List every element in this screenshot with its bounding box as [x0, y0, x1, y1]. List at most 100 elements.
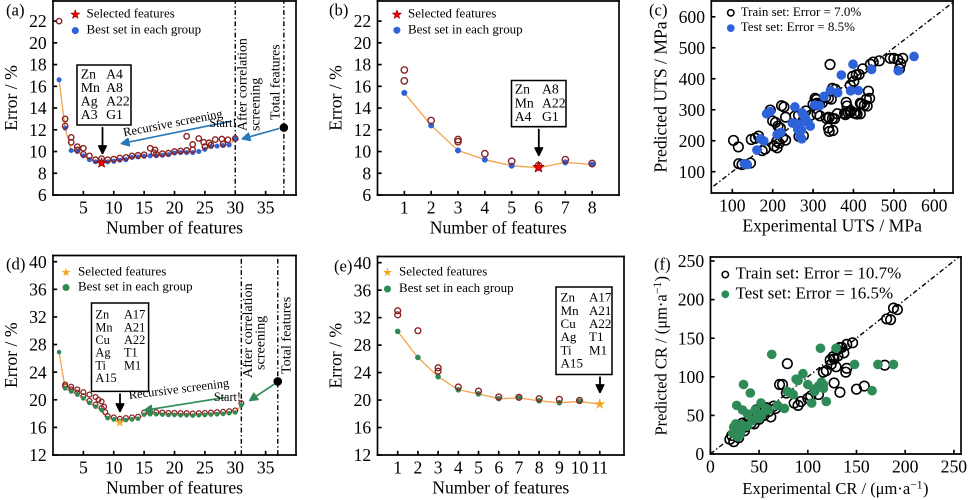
svg-text:Mn: Mn — [515, 95, 534, 110]
svg-text:15: 15 — [135, 457, 153, 477]
svg-text:50: 50 — [687, 406, 705, 426]
svg-text:(a): (a) — [6, 1, 25, 20]
svg-text:100: 100 — [719, 195, 746, 215]
svg-text:15: 15 — [135, 197, 153, 217]
svg-text:32: 32 — [354, 308, 372, 328]
svg-text:(c): (c) — [649, 1, 668, 20]
svg-text:500: 500 — [679, 38, 706, 58]
svg-text:Ti: Ti — [95, 358, 106, 372]
svg-text:Selected features: Selected features — [408, 6, 496, 21]
svg-text:A21: A21 — [589, 303, 611, 318]
svg-text:16: 16 — [29, 418, 47, 438]
svg-text:Train set: Error = 7.0%: Train set: Error = 7.0% — [741, 4, 862, 19]
svg-text:Error / %: Error / % — [326, 323, 346, 389]
svg-text:Best set in each group: Best set in each group — [87, 22, 202, 37]
svg-text:400: 400 — [679, 69, 706, 89]
svg-text:22: 22 — [354, 11, 372, 31]
svg-text:Mn: Mn — [81, 80, 100, 95]
svg-text:600: 600 — [921, 195, 948, 215]
svg-text:9: 9 — [555, 457, 564, 477]
svg-text:Error / %: Error / % — [1, 65, 21, 131]
svg-text:36: 36 — [354, 280, 372, 300]
svg-text:(f): (f) — [654, 255, 671, 274]
svg-text:A4: A4 — [106, 67, 123, 82]
svg-text:40: 40 — [354, 253, 372, 273]
svg-text:6: 6 — [534, 197, 543, 217]
svg-text:(d): (d) — [6, 255, 25, 274]
svg-text:10: 10 — [29, 142, 47, 162]
svg-text:P r e d: P r e d i c t e d C R / ( μ m · a ) − 1 — [641, 270, 671, 435]
svg-text:20: 20 — [29, 33, 47, 53]
svg-text:50: 50 — [750, 456, 768, 476]
svg-text:28: 28 — [354, 335, 372, 355]
svg-text:Selected features: Selected features — [87, 6, 175, 21]
svg-text:10: 10 — [105, 197, 123, 217]
svg-text:28: 28 — [29, 335, 47, 355]
svg-text:36: 36 — [29, 279, 47, 299]
svg-text:Ag: Ag — [95, 346, 110, 360]
svg-text:A8: A8 — [542, 82, 559, 97]
svg-text:Cu: Cu — [95, 333, 109, 347]
svg-text:Zn: Zn — [95, 308, 109, 322]
svg-text:40: 40 — [29, 252, 47, 272]
svg-text:200: 200 — [678, 290, 705, 310]
svg-text:250: 250 — [941, 456, 968, 476]
svg-text:M1: M1 — [589, 342, 607, 357]
svg-text:600: 600 — [679, 7, 706, 27]
svg-text:6: 6 — [362, 185, 371, 205]
svg-text:24: 24 — [29, 362, 47, 382]
svg-text:8: 8 — [362, 163, 371, 183]
svg-text:Mn: Mn — [95, 320, 112, 334]
svg-text:G1: G1 — [542, 109, 559, 124]
svg-text:150: 150 — [843, 456, 870, 476]
svg-text:14: 14 — [29, 98, 47, 118]
svg-text:3: 3 — [434, 457, 443, 477]
svg-text:8: 8 — [588, 197, 597, 217]
svg-text:Best set in each group: Best set in each group — [78, 279, 193, 294]
svg-text:A17: A17 — [124, 308, 145, 322]
svg-text:A22: A22 — [589, 316, 611, 331]
svg-text:18: 18 — [29, 55, 47, 75]
svg-text:20: 20 — [166, 197, 184, 217]
svg-text:2: 2 — [427, 197, 436, 217]
svg-text:3: 3 — [454, 197, 463, 217]
svg-text:A4: A4 — [515, 109, 532, 124]
svg-text:A22: A22 — [124, 333, 145, 347]
svg-text:Ag: Ag — [561, 329, 577, 344]
svg-text:Zn: Zn — [561, 290, 576, 305]
svg-text:Number of features: Number of features — [430, 218, 567, 238]
svg-text:500: 500 — [881, 195, 908, 215]
svg-text:Mn: Mn — [561, 303, 580, 318]
svg-text:300: 300 — [679, 100, 706, 120]
svg-text:T1: T1 — [124, 346, 138, 360]
svg-text:Total features: Total features — [268, 44, 283, 120]
svg-text:A22: A22 — [106, 93, 130, 108]
svg-text:7: 7 — [561, 197, 570, 217]
svg-text:200: 200 — [759, 195, 786, 215]
svg-text:20: 20 — [354, 390, 372, 410]
svg-text:30: 30 — [226, 457, 244, 477]
svg-text:screening: screening — [252, 316, 268, 370]
svg-text:4: 4 — [480, 197, 489, 217]
svg-text:30: 30 — [226, 197, 244, 217]
svg-text:Ti: Ti — [561, 342, 573, 357]
svg-text:250: 250 — [678, 251, 705, 271]
svg-text:5: 5 — [507, 197, 516, 217]
svg-text:Start!: Start! — [209, 116, 236, 130]
svg-text:Best set in each group: Best set in each group — [408, 21, 523, 36]
svg-text:Test set: Error = 8.5%: Test set: Error = 8.5% — [741, 19, 855, 34]
svg-text:After correlation: After correlation — [235, 38, 250, 131]
svg-text:5: 5 — [79, 457, 88, 477]
svg-text:24: 24 — [354, 363, 372, 383]
svg-text:20: 20 — [354, 33, 372, 53]
svg-text:G1: G1 — [106, 107, 123, 122]
svg-text:(b): (b) — [329, 1, 348, 20]
svg-text:1: 1 — [393, 457, 402, 477]
svg-text:10: 10 — [354, 142, 372, 162]
svg-text:A17: A17 — [589, 290, 612, 305]
svg-text:100: 100 — [678, 367, 705, 387]
svg-text:After correlation: After correlation — [240, 283, 256, 378]
svg-text:Number of features: Number of features — [106, 218, 243, 238]
svg-text:100: 100 — [795, 456, 822, 476]
svg-text:400: 400 — [840, 195, 867, 215]
